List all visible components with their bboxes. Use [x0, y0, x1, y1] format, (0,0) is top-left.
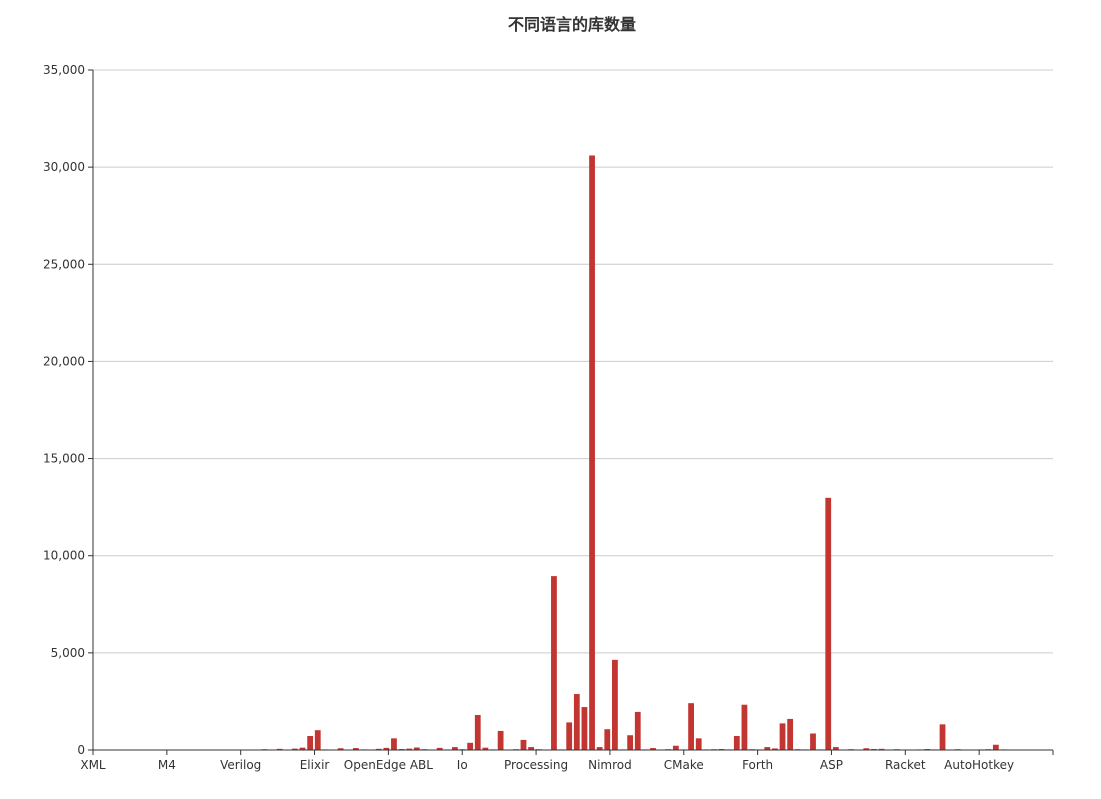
x-tick-label: M4	[158, 758, 176, 772]
bar[interactable]	[482, 747, 489, 750]
x-tick-label: XML	[80, 758, 106, 772]
x-tick-label: OpenEdge ABL	[344, 758, 434, 772]
bars	[93, 155, 1053, 750]
y-tick-label: 10,000	[43, 549, 85, 563]
bar[interactable]	[436, 747, 443, 750]
x-tick-label: Verilog	[220, 758, 261, 772]
bar[interactable]	[596, 747, 603, 750]
bar[interactable]	[825, 497, 832, 750]
bar[interactable]	[566, 722, 573, 750]
bar[interactable]	[589, 155, 595, 750]
bar[interactable]	[337, 748, 344, 750]
x-tick-label: Processing	[504, 758, 568, 772]
bar[interactable]	[352, 748, 359, 750]
bar[interactable]	[612, 659, 618, 750]
y-tick-label: 15,000	[43, 452, 85, 466]
bar[interactable]	[299, 747, 306, 750]
bar[interactable]	[551, 576, 557, 750]
bar[interactable]	[787, 718, 794, 750]
bar[interactable]	[779, 723, 786, 750]
bar[interactable]	[627, 735, 634, 750]
y-tick-label: 35,000	[43, 63, 85, 77]
bar[interactable]	[314, 730, 321, 750]
bar[interactable]	[581, 707, 588, 750]
x-tick-label: ASP	[820, 758, 843, 772]
chart-title: 不同语言的库数量	[508, 15, 636, 34]
x-tick-label: Forth	[742, 758, 773, 772]
bar[interactable]	[383, 747, 390, 750]
y-axis-tick-labels: 0 5,000 10,000 15,000 20,000 25,000 30,000 35,0…	[43, 63, 93, 757]
bar[interactable]	[413, 747, 420, 750]
bar[interactable]	[650, 748, 656, 750]
y-tick-label: 25,000	[43, 257, 85, 271]
bar[interactable]	[733, 736, 740, 750]
bar[interactable]	[688, 703, 694, 750]
bar[interactable]	[764, 747, 771, 750]
bar[interactable]	[772, 748, 778, 750]
bar[interactable]	[467, 742, 474, 750]
x-tick-label: Io	[457, 758, 468, 772]
bar[interactable]	[307, 736, 314, 750]
bar[interactable]	[878, 748, 885, 750]
bar[interactable]	[292, 748, 298, 750]
x-tick-label: Racket	[885, 758, 926, 772]
bar[interactable]	[276, 748, 283, 750]
x-tick-label: Nimrod	[588, 758, 632, 772]
y-tick-label: 20,000	[43, 354, 85, 368]
bar[interactable]	[573, 694, 580, 750]
bar[interactable]	[497, 730, 504, 750]
bar[interactable]	[528, 747, 534, 750]
y-tick-label: 5,000	[51, 646, 85, 660]
bar[interactable]	[939, 724, 946, 750]
grid-lines	[93, 69, 1053, 654]
bar[interactable]	[741, 704, 748, 750]
bar[interactable]	[992, 744, 999, 750]
bar[interactable]	[391, 738, 397, 750]
bar[interactable]	[863, 748, 870, 750]
bar[interactable]	[604, 729, 611, 750]
bar[interactable]	[695, 738, 702, 750]
bar[interactable]	[634, 711, 641, 750]
y-tick-label: 0	[77, 743, 85, 757]
bar[interactable]	[375, 748, 382, 750]
bar[interactable]	[452, 747, 458, 750]
bar[interactable]	[672, 745, 679, 750]
bar[interactable]	[520, 739, 527, 750]
bar[interactable]	[810, 733, 816, 750]
x-tick-label: AutoHotkey	[944, 758, 1014, 772]
bar[interactable]	[832, 747, 839, 750]
x-tick-label: CMake	[664, 758, 704, 772]
bar[interactable]	[474, 715, 481, 750]
y-tick-label: 30,000	[43, 160, 85, 174]
x-axis-tick-labels: XML M4 Verilog Elixir OpenEdge ABL Io Processi…	[80, 750, 1054, 772]
bar[interactable]	[406, 748, 413, 750]
x-tick-label: Elixir	[300, 758, 330, 772]
